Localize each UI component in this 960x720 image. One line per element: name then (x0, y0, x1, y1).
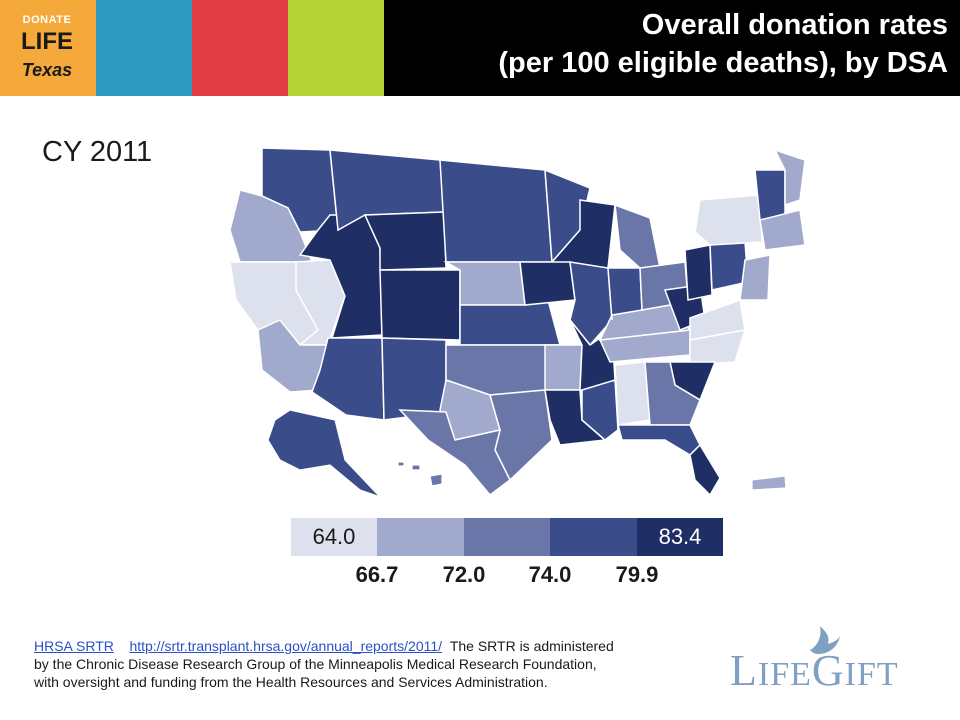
brand-part-1: IFE (757, 656, 812, 693)
brand-letter-1: L (730, 646, 758, 695)
region-kansas-missouri (459, 299, 561, 346)
region-mississippi (581, 379, 619, 441)
region-colorado (379, 269, 461, 341)
legend-break-1: 66.7 (355, 562, 399, 587)
logo-line-3: Texas (21, 60, 73, 80)
header-bar: DONATE LIFE Texas Overall donation rates… (0, 0, 960, 96)
region-texas-south (398, 409, 511, 497)
legend-box-1: 64.0 (291, 518, 377, 556)
legend-max-label: 83.4 (658, 524, 702, 549)
stripe-green (288, 0, 384, 96)
region-iowa (519, 261, 576, 306)
contiguous-us (229, 147, 806, 497)
dove-icon (810, 626, 840, 654)
legend-break-4: 79.9 (615, 562, 659, 587)
region-arkansas (544, 344, 583, 391)
region-pennsylvania-west (684, 244, 713, 301)
source-text: The SRTR is administered by the Chronic … (34, 638, 614, 690)
region-hawaii-2 (411, 464, 421, 471)
region-maine (773, 148, 806, 207)
region-new-york (694, 194, 763, 246)
page-title: Overall donation rates (per 100 eligible… (388, 6, 948, 82)
logo-line-1: DONATE (22, 14, 72, 26)
region-new-mexico (381, 337, 447, 421)
region-florida-north (617, 424, 701, 456)
brand-part-2: IFT (844, 656, 899, 693)
region-alabama (614, 361, 651, 426)
source-link-url[interactable]: http://srtr.transplant.hrsa.gov/annual_r… (129, 638, 443, 654)
stripe-blue (96, 0, 192, 96)
noncontiguous-regions (267, 409, 787, 498)
region-new-england-south (759, 209, 806, 251)
stripe-orange (0, 0, 96, 96)
logo-line-2: LIFE (21, 28, 73, 55)
legend-box-4 (550, 518, 637, 556)
region-vermont-nh (754, 169, 786, 221)
donate-life-texas-logo: DONATE LIFE Texas (14, 8, 80, 90)
region-michigan (614, 203, 661, 269)
source-link-hrsa[interactable]: HRSA SRTR (34, 638, 114, 654)
source-citation: HRSA SRTR http://srtr.transplant.hrsa.go… (34, 637, 614, 691)
stripe-red (192, 0, 288, 96)
region-new-jersey-maryland (739, 254, 771, 301)
title-line-2: (per 100 eligible deaths), by DSA (498, 47, 948, 79)
region-puerto-rico (751, 475, 787, 491)
region-dakotas (439, 159, 553, 263)
region-alaska (267, 409, 381, 498)
region-wyoming (363, 211, 447, 271)
legend-break-3: 74.0 (528, 562, 572, 587)
region-indiana (607, 267, 643, 321)
region-north-carolina (689, 329, 747, 366)
legend-box-5: 83.4 (637, 518, 723, 556)
year-label: CY 2011 (42, 136, 153, 168)
region-hawaii-1 (397, 461, 405, 467)
legend-min-label: 64.0 (312, 524, 356, 549)
lifegift-logo: LIFEGIFT (730, 645, 899, 696)
legend-box-2 (377, 518, 464, 556)
region-florida-south (689, 443, 721, 497)
legend-box-3 (464, 518, 550, 556)
region-hawaii-3 (429, 473, 443, 487)
legend-break-2: 72.0 (442, 562, 486, 587)
brand-letter-2: G (811, 646, 845, 695)
title-line-1: Overall donation rates (641, 9, 948, 41)
